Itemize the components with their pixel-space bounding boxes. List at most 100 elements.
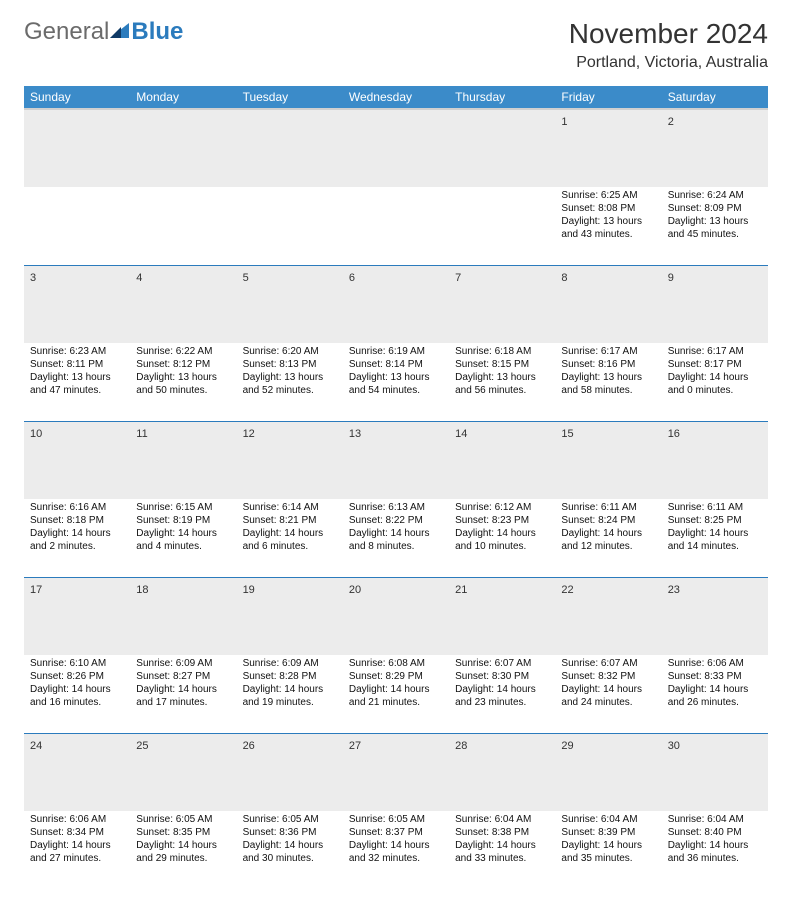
day-cell: [24, 187, 130, 265]
sunrise-line: Sunrise: 6:23 AM: [30, 345, 124, 358]
day-cell: [237, 187, 343, 265]
day-cell: Sunrise: 6:04 AMSunset: 8:39 PMDaylight:…: [555, 811, 661, 889]
day-cell: Sunrise: 6:23 AMSunset: 8:11 PMDaylight:…: [24, 343, 130, 421]
daynum-cell: 27: [343, 733, 449, 811]
weekday-header: Sunday: [24, 86, 130, 109]
sunrise-line: Sunrise: 6:15 AM: [136, 501, 230, 514]
sunset-line: Sunset: 8:09 PM: [668, 202, 762, 215]
daynum-cell: 20: [343, 577, 449, 655]
day-content: Sunrise: 6:16 AMSunset: 8:18 PMDaylight:…: [30, 501, 124, 553]
day-cell: Sunrise: 6:06 AMSunset: 8:34 PMDaylight:…: [24, 811, 130, 889]
sunrise-line: Sunrise: 6:04 AM: [455, 813, 549, 826]
calendar-body: 12Sunrise: 6:25 AMSunset: 8:08 PMDayligh…: [24, 109, 768, 889]
daylight-line: Daylight: 14 hours and 17 minutes.: [136, 683, 230, 709]
day-cell: Sunrise: 6:07 AMSunset: 8:30 PMDaylight:…: [449, 655, 555, 733]
daynum-row: 3456789: [24, 265, 768, 343]
daylight-line: Daylight: 14 hours and 27 minutes.: [30, 839, 124, 865]
week-row: Sunrise: 6:25 AMSunset: 8:08 PMDaylight:…: [24, 187, 768, 265]
sunrise-line: Sunrise: 6:06 AM: [668, 657, 762, 670]
daynum-cell: 13: [343, 421, 449, 499]
sunset-line: Sunset: 8:13 PM: [243, 358, 337, 371]
day-number: 1: [561, 116, 567, 128]
weekday-header: Friday: [555, 86, 661, 109]
day-cell: Sunrise: 6:19 AMSunset: 8:14 PMDaylight:…: [343, 343, 449, 421]
sunrise-line: Sunrise: 6:25 AM: [561, 189, 655, 202]
sunrise-line: Sunrise: 6:24 AM: [668, 189, 762, 202]
sunrise-line: Sunrise: 6:07 AM: [561, 657, 655, 670]
day-content: Sunrise: 6:19 AMSunset: 8:14 PMDaylight:…: [349, 345, 443, 397]
daynum-cell: 19: [237, 577, 343, 655]
daynum-cell: [237, 109, 343, 187]
day-content: Sunrise: 6:05 AMSunset: 8:36 PMDaylight:…: [243, 813, 337, 865]
day-number: 9: [668, 272, 674, 284]
day-cell: Sunrise: 6:22 AMSunset: 8:12 PMDaylight:…: [130, 343, 236, 421]
sunset-line: Sunset: 8:15 PM: [455, 358, 549, 371]
sunset-line: Sunset: 8:11 PM: [30, 358, 124, 371]
week-row: Sunrise: 6:16 AMSunset: 8:18 PM Daylight:…: [24, 499, 768, 577]
day-number: 28: [455, 740, 467, 752]
sunrise-line: Sunrise: 6:12 AM: [455, 501, 549, 514]
day-content: Sunrise: 6:04 AMSunset: 8:40 PMDaylight:…: [668, 813, 762, 865]
sunset-line: Sunset: 8:26 PM: [30, 670, 124, 683]
day-cell: Sunrise: 6:14 AMSunset: 8:21 PMDaylight:…: [237, 499, 343, 577]
daynum-cell: 21: [449, 577, 555, 655]
daylight-line: Daylight: 13 hours and 47 minutes.: [30, 371, 124, 397]
day-cell: Sunrise: 6:05 AMSunset: 8:37 PMDaylight:…: [343, 811, 449, 889]
logo-text-general: General: [24, 18, 109, 46]
daylight-line: Daylight: 14 hours and 30 minutes.: [243, 839, 337, 865]
daynum-cell: 10: [24, 421, 130, 499]
daynum-row: 10111213141516: [24, 421, 768, 499]
day-cell: [130, 187, 236, 265]
daylight-line: Daylight: 14 hours and 33 minutes.: [455, 839, 549, 865]
day-content: Sunrise: 6:15 AMSunset: 8:19 PMDaylight:…: [136, 501, 230, 553]
day-number: 20: [349, 584, 361, 596]
day-cell: Sunrise: 6:12 AMSunset: 8:23 PMDaylight:…: [449, 499, 555, 577]
day-number: 2: [668, 116, 674, 128]
day-content: Sunrise: 6:04 AMSunset: 8:39 PMDaylight:…: [561, 813, 655, 865]
day-content: Sunrise: 6:07 AMSunset: 8:32 PMDaylight:…: [561, 657, 655, 709]
daynum-cell: 30: [662, 733, 768, 811]
title-block: November 2024 Portland, Victoria, Austra…: [569, 18, 768, 72]
daynum-cell: 17: [24, 577, 130, 655]
sunset-line: Sunset: 8:17 PM: [668, 358, 762, 371]
sunset-line: Sunset: 8:18 PM: [30, 514, 124, 527]
day-content: Sunrise: 6:18 AMSunset: 8:15 PMDaylight:…: [455, 345, 549, 397]
day-content: Sunrise: 6:14 AMSunset: 8:21 PMDaylight:…: [243, 501, 337, 553]
day-content: Sunrise: 6:24 AMSunset: 8:09 PMDaylight:…: [668, 189, 762, 241]
daynum-row: 17181920212223: [24, 577, 768, 655]
sunrise-line: Sunrise: 6:07 AM: [455, 657, 549, 670]
sunrise-line: Sunrise: 6:05 AM: [349, 813, 443, 826]
daynum-row: 24252627282930: [24, 733, 768, 811]
sunset-line: Sunset: 8:29 PM: [349, 670, 443, 683]
daynum-cell: 1: [555, 109, 661, 187]
day-number: 5: [243, 272, 249, 284]
sunset-line: Sunset: 8:08 PM: [561, 202, 655, 215]
day-cell: Sunrise: 6:20 AMSunset: 8:13 PMDaylight:…: [237, 343, 343, 421]
day-cell: Sunrise: 6:09 AMSunset: 8:27 PMDaylight:…: [130, 655, 236, 733]
sunrise-line: Sunrise: 6:17 AM: [561, 345, 655, 358]
daylight-line: Daylight: 13 hours and 58 minutes.: [561, 371, 655, 397]
weekday-header: Thursday: [449, 86, 555, 109]
daylight-line: Daylight: 14 hours and 26 minutes.: [668, 683, 762, 709]
logo-sail-icon: [110, 18, 130, 46]
sunrise-line: Sunrise: 6:11 AM: [668, 501, 762, 514]
daylight-line: Daylight: 14 hours and 14 minutes.: [668, 527, 762, 553]
sunset-line: Sunset: 8:25 PM: [668, 514, 762, 527]
week-row: Sunrise: 6:06 AMSunset: 8:34 PMDaylight:…: [24, 811, 768, 889]
sunrise-line: Sunrise: 6:06 AM: [30, 813, 124, 826]
daynum-cell: 24: [24, 733, 130, 811]
day-cell: Sunrise: 6:05 AMSunset: 8:35 PMDaylight:…: [130, 811, 236, 889]
weekday-header-row: Sunday Monday Tuesday Wednesday Thursday…: [24, 86, 768, 109]
daynum-cell: 8: [555, 265, 661, 343]
daynum-cell: 29: [555, 733, 661, 811]
day-content: Sunrise: 6:22 AMSunset: 8:12 PMDaylight:…: [136, 345, 230, 397]
sunset-line: Sunset: 8:35 PM: [136, 826, 230, 839]
day-number: 22: [561, 584, 573, 596]
sunrise-line: Sunrise: 6:16 AM: [30, 501, 124, 514]
daylight-line: Daylight: 14 hours and 19 minutes.: [243, 683, 337, 709]
daylight-line: Daylight: 14 hours and 24 minutes.: [561, 683, 655, 709]
daynum-cell: 18: [130, 577, 236, 655]
day-content: Sunrise: 6:20 AMSunset: 8:13 PMDaylight:…: [243, 345, 337, 397]
daylight-line: Daylight: 14 hours and 6 minutes.: [243, 527, 337, 553]
daynum-cell: 5: [237, 265, 343, 343]
